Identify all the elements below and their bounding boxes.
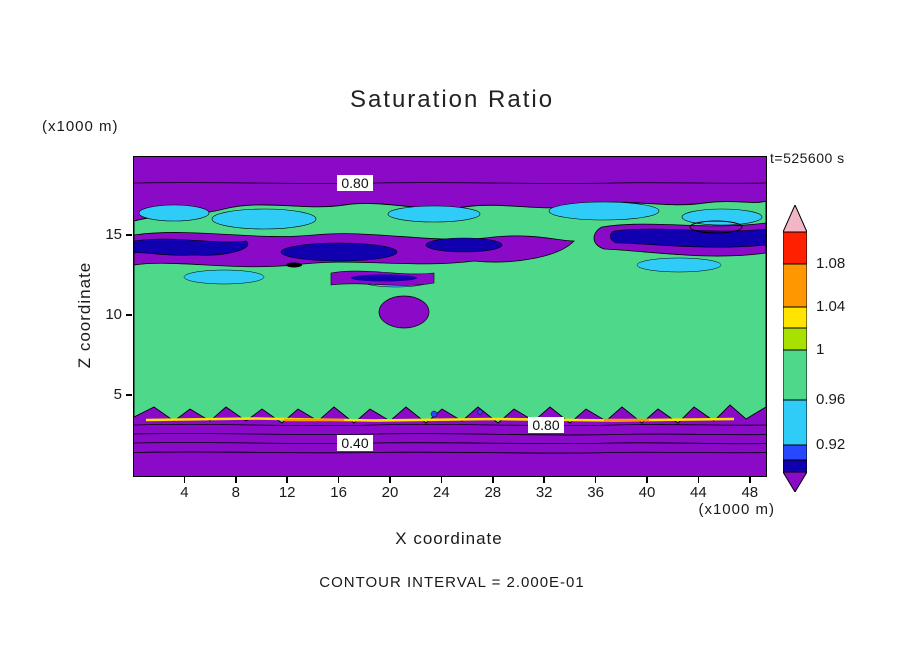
y-tick-mark [126,394,132,396]
navy-streak [280,242,398,262]
navy-streak [425,237,503,253]
svg-text:0.40: 0.40 [341,435,368,451]
colorbar-segment [783,349,807,401]
contour-label-bottom-040: 0.40 [337,435,373,451]
contour-line-060-bottom [134,433,766,436]
x-tick-mark [389,477,391,483]
contour-field: 0.80 0.40 0.80 [134,157,766,476]
navy-streak [351,274,417,282]
x-tick-mark [337,477,340,483]
colorbar-segment [783,263,807,308]
x-axis-title: X coordinate [395,529,503,548]
y-axis-title: Z coordinate [75,261,94,369]
colorbar-segment [783,459,807,473]
contour-line-080-bottom [134,423,766,427]
y-tick-label: 15 [105,226,122,243]
x-tick-mark [697,477,700,483]
cyan-patch [636,257,722,273]
navy-streak [609,228,766,248]
y-tick-label: 10 [105,306,122,323]
purple-blob [378,295,430,329]
colorbar-segment [783,231,807,265]
colorbar [783,205,807,492]
x-tick-label: 32 [535,484,553,501]
x-tick-mark [749,477,751,483]
colorbar-label: 0.96 [816,391,846,408]
timestamp-label: t=525600 s [770,150,845,166]
x-tick-label: 24 [433,484,450,501]
contour-interval-note: CONTOUR INTERVAL = 2.000E-01 [319,574,585,591]
x-tick-label: 20 [381,484,399,501]
cyan-patch [138,204,210,222]
cyan-patch [681,208,763,226]
navy-streak [134,238,249,256]
colorbar-label: 0.92 [816,436,846,453]
x-tick-mark [543,477,545,483]
y-tick-label: 5 [113,386,122,403]
x-axis-unit: (x1000 m) [698,501,775,518]
cyan-patch [387,205,481,223]
x-tick-mark [492,477,494,483]
blue-spot [477,409,483,415]
x-tick-label: 28 [484,484,502,501]
contour-line-080-top [134,182,766,184]
cyan-patch [211,208,317,230]
colorbar-label: 1.08 [816,255,846,272]
colorbar-label: 1.04 [816,298,846,315]
x-tick-label: 40 [638,484,656,501]
contour-label-bottom-080: 0.80 [528,417,564,433]
colorbar-segment [783,444,807,461]
x-tick-mark [183,477,186,483]
colorbar-segment [783,327,807,351]
svg-text:0.80: 0.80 [341,175,368,191]
contour-label-top: 0.80 [337,175,373,191]
dark-contour-blob [286,262,302,268]
x-tick-mark [235,477,237,483]
x-tick-label: 12 [278,484,296,501]
y-tick-mark [126,234,132,236]
y-tick-mark [126,314,132,316]
colorbar-arrow-top [783,205,807,233]
cyan-patch [548,201,660,221]
x-tick-label: 4 [180,484,189,501]
closed-contour-ring [689,220,743,234]
x-tick-mark [594,477,597,483]
contour-line-040-bottom [134,442,766,445]
x-tick-label: 48 [741,484,759,501]
svg-text:0.80: 0.80 [532,417,559,433]
colorbar-label: 1 [816,341,825,358]
colorbar-segment [783,306,807,329]
colorbar-arrow-bottom [783,471,807,492]
x-tick-mark [440,477,443,483]
page-title: Saturation Ratio [349,86,555,113]
colorbar-segment [783,399,807,446]
x-tick-label: 16 [330,484,347,501]
contour-line-020-bottom [134,451,766,454]
x-tick-mark [646,477,648,483]
plot-frame: 0.80 0.40 0.80 [133,156,767,477]
x-tick-label: 36 [587,484,604,501]
cyan-patch [183,269,265,285]
blue-spot [430,410,438,418]
x-tick-mark [286,477,288,483]
x-tick-label: 8 [231,484,240,501]
x-tick-label: 44 [690,484,707,501]
y-axis-unit: (x1000 m) [42,118,119,135]
